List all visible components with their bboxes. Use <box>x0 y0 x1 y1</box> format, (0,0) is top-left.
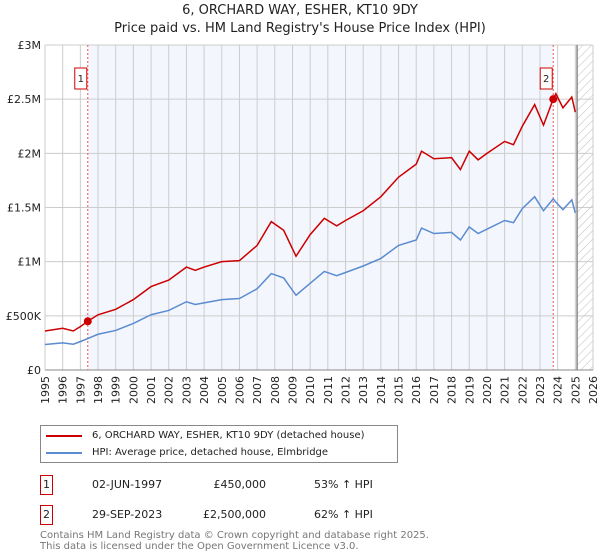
sale-marker-badge: 1 <box>40 475 53 495</box>
plot-area: 1995 1996 1997 1998 1999 2000 2001 2002 2003 2004… <box>6 39 600 404</box>
legend-label: 6, ORCHARD WAY, ESHER, KT10 9DY (detache… <box>92 430 365 441</box>
sale-hpi-diff: 62% ↑ HPI <box>314 508 373 521</box>
x-tick-label: 1996 <box>57 376 70 404</box>
y-tick-label: £500K <box>6 310 42 323</box>
chart-title: 6, ORCHARD WAY, ESHER, KT10 9DY <box>182 3 418 18</box>
legend-item-hpi: HPI: Average price, detached house, Elmb… <box>46 447 328 458</box>
sale-point <box>549 95 558 104</box>
x-tick-label: 2007 <box>251 376 264 404</box>
sale-hpi-diff: 53% ↑ HPI <box>314 478 373 491</box>
chart-subtitle: Price paid vs. HM Land Registry's House … <box>114 21 486 36</box>
x-tick-label: 1999 <box>110 376 123 404</box>
footer-copyright: Contains HM Land Registry data © Crown c… <box>40 530 429 541</box>
x-tick-label: 2025 <box>569 376 582 404</box>
sale-price: £2,500,000 <box>203 508 266 521</box>
x-tick-label: 2021 <box>499 376 512 404</box>
legend: 6, ORCHARD WAY, ESHER, KT10 9DY (detache… <box>40 425 398 463</box>
sale-price: £450,000 <box>213 478 267 491</box>
x-tick-label: 2017 <box>428 376 441 404</box>
sale-date: 29-SEP-2023 <box>92 508 163 521</box>
x-tick-label: 1995 <box>39 376 52 404</box>
x-tick-label: 2019 <box>463 376 476 404</box>
hpi-series-line <box>44 195 577 346</box>
x-tick-label: 2002 <box>163 376 176 404</box>
x-tick-label: 2012 <box>340 376 353 404</box>
y-tick-label: £2.5M <box>7 93 41 106</box>
x-tick-label: 1997 <box>74 376 87 404</box>
x-tick-label: 2010 <box>304 376 317 404</box>
x-tick-label: 1998 <box>92 376 105 404</box>
x-tick-label: 2018 <box>446 376 459 404</box>
x-tick-label: 2013 <box>357 376 370 404</box>
x-tick-label: 2022 <box>516 376 529 404</box>
x-tick-label: 2020 <box>481 376 494 404</box>
x-tick-label: 2005 <box>216 376 229 404</box>
footer-licence: This data is licensed under the Open Gov… <box>40 541 359 552</box>
x-tick-label: 2015 <box>393 376 406 404</box>
x-tick-label: 2014 <box>375 376 388 404</box>
sale-annotation-box <box>539 67 553 90</box>
y-tick-label: £1.5M <box>7 202 41 215</box>
x-tick-label: 2000 <box>127 376 140 404</box>
x-tick-label: 2026 <box>587 376 600 404</box>
sale-point <box>83 317 92 326</box>
x-tick-label: 2008 <box>269 376 282 404</box>
x-tick-label: 2006 <box>233 376 246 404</box>
sale-annotation-box <box>74 67 88 90</box>
y-tick-label: £0 <box>27 364 41 377</box>
legend-swatch-blue <box>46 451 82 454</box>
property-series-line <box>44 92 577 332</box>
sale-annotation-label: 1 <box>78 74 84 85</box>
y-tick-label: £1M <box>18 256 42 269</box>
x-tick-label: 2004 <box>198 376 211 404</box>
x-tick-label: 2001 <box>145 376 158 404</box>
x-tick-label: 2003 <box>180 376 193 404</box>
x-tick-label: 2009 <box>286 376 299 404</box>
x-tick-label: 2023 <box>534 376 547 404</box>
legend-label: HPI: Average price, detached house, Elmb… <box>92 447 329 458</box>
sale-date: 02-JUN-1997 <box>92 478 163 491</box>
y-tick-label: £2M <box>18 147 42 160</box>
legend-item-property: 6, ORCHARD WAY, ESHER, KT10 9DY (detache… <box>46 430 365 441</box>
sale-marker-badge: 2 <box>40 505 53 525</box>
sale-annotation-label: 2 <box>543 74 549 85</box>
x-tick-label: 2011 <box>322 376 335 404</box>
legend-swatch-red <box>46 434 82 437</box>
x-tick-label: 2016 <box>410 376 423 404</box>
x-tick-label: 2024 <box>552 376 565 404</box>
y-tick-label: £3M <box>18 39 42 52</box>
